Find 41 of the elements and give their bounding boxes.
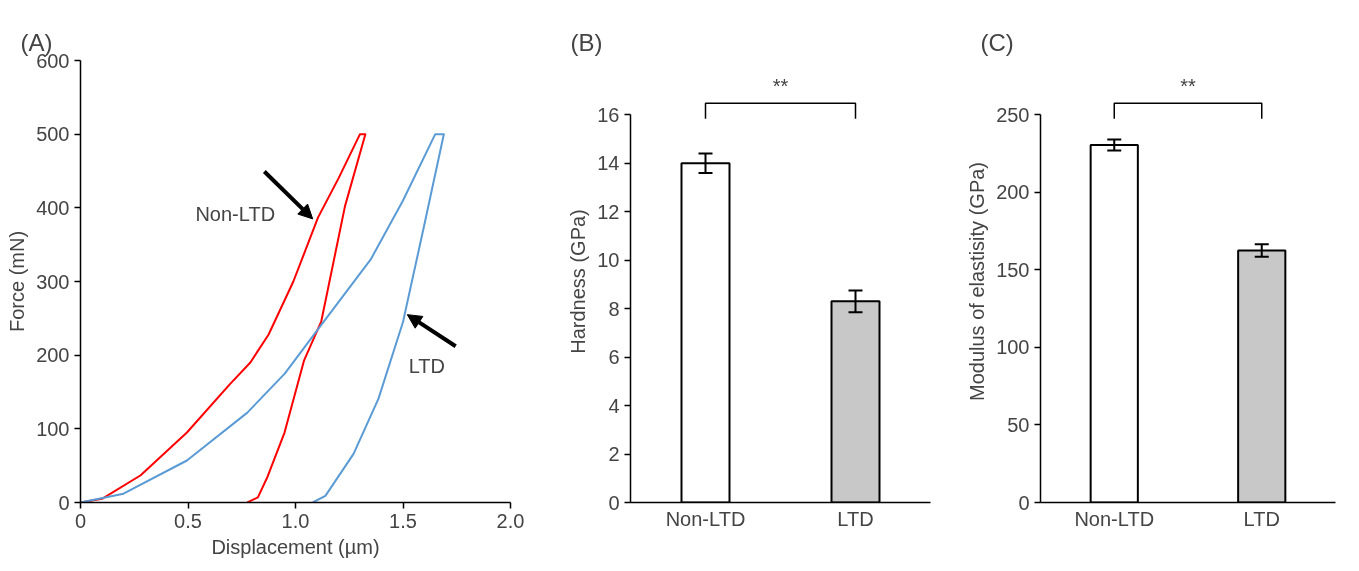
x-tick-label: 2.0 xyxy=(496,509,525,532)
chart-title: (C) xyxy=(980,28,1014,56)
x-tick-label: Non-LTD xyxy=(665,507,746,530)
y-tick-label: 150 xyxy=(996,258,1030,281)
x-tick-label: 1.5 xyxy=(389,509,417,532)
line-series xyxy=(80,133,445,503)
y-tick-label: 8 xyxy=(608,297,620,320)
y-tick-label: 250 xyxy=(996,103,1030,126)
x-tick-label: 1.0 xyxy=(281,509,310,532)
y-tick-label: 10 xyxy=(597,249,620,272)
x-axis-title: Displacement (µm) xyxy=(211,535,380,558)
x-tick-label: Non-LTD xyxy=(1074,507,1155,530)
y-tick-label: 200 xyxy=(36,344,70,367)
y-tick-label: 0 xyxy=(58,491,70,514)
y-tick-label: 14 xyxy=(597,152,620,175)
x-tick-label: 0 xyxy=(74,509,87,532)
x-tick-label: 0.5 xyxy=(174,509,202,532)
x-tick-label: LTD xyxy=(1243,507,1280,530)
y-axis-title: Hardness (GPa) xyxy=(567,209,590,354)
y-axis-title: Force (mN) xyxy=(6,230,29,333)
y-tick-label: 12 xyxy=(597,200,620,223)
y-tick-label: 100 xyxy=(36,417,70,440)
y-tick-label: 50 xyxy=(1007,413,1030,436)
text: ** xyxy=(772,75,789,98)
annotation: Non-LTD xyxy=(195,203,276,226)
y-tick-label: 400 xyxy=(36,196,70,219)
y-tick-label: 100 xyxy=(996,336,1030,359)
annotation: LTD xyxy=(408,354,445,377)
y-tick-label: 4 xyxy=(608,394,620,417)
chart-title: (B) xyxy=(570,28,603,56)
y-tick-label: 300 xyxy=(36,270,70,293)
text: ** xyxy=(1180,75,1196,98)
y-tick-label: 0 xyxy=(608,491,620,514)
y-axis-title: Modulus of elastisity (GPa) xyxy=(966,162,989,401)
y-tick-label: 6 xyxy=(608,346,620,369)
y-tick-label: 16 xyxy=(597,103,620,126)
y-tick-label: 500 xyxy=(36,123,70,146)
y-tick-label: 0 xyxy=(1018,491,1030,514)
y-tick-label: 2 xyxy=(608,443,620,466)
x-tick-label: LTD xyxy=(837,507,874,530)
y-tick-label: 200 xyxy=(996,181,1030,204)
